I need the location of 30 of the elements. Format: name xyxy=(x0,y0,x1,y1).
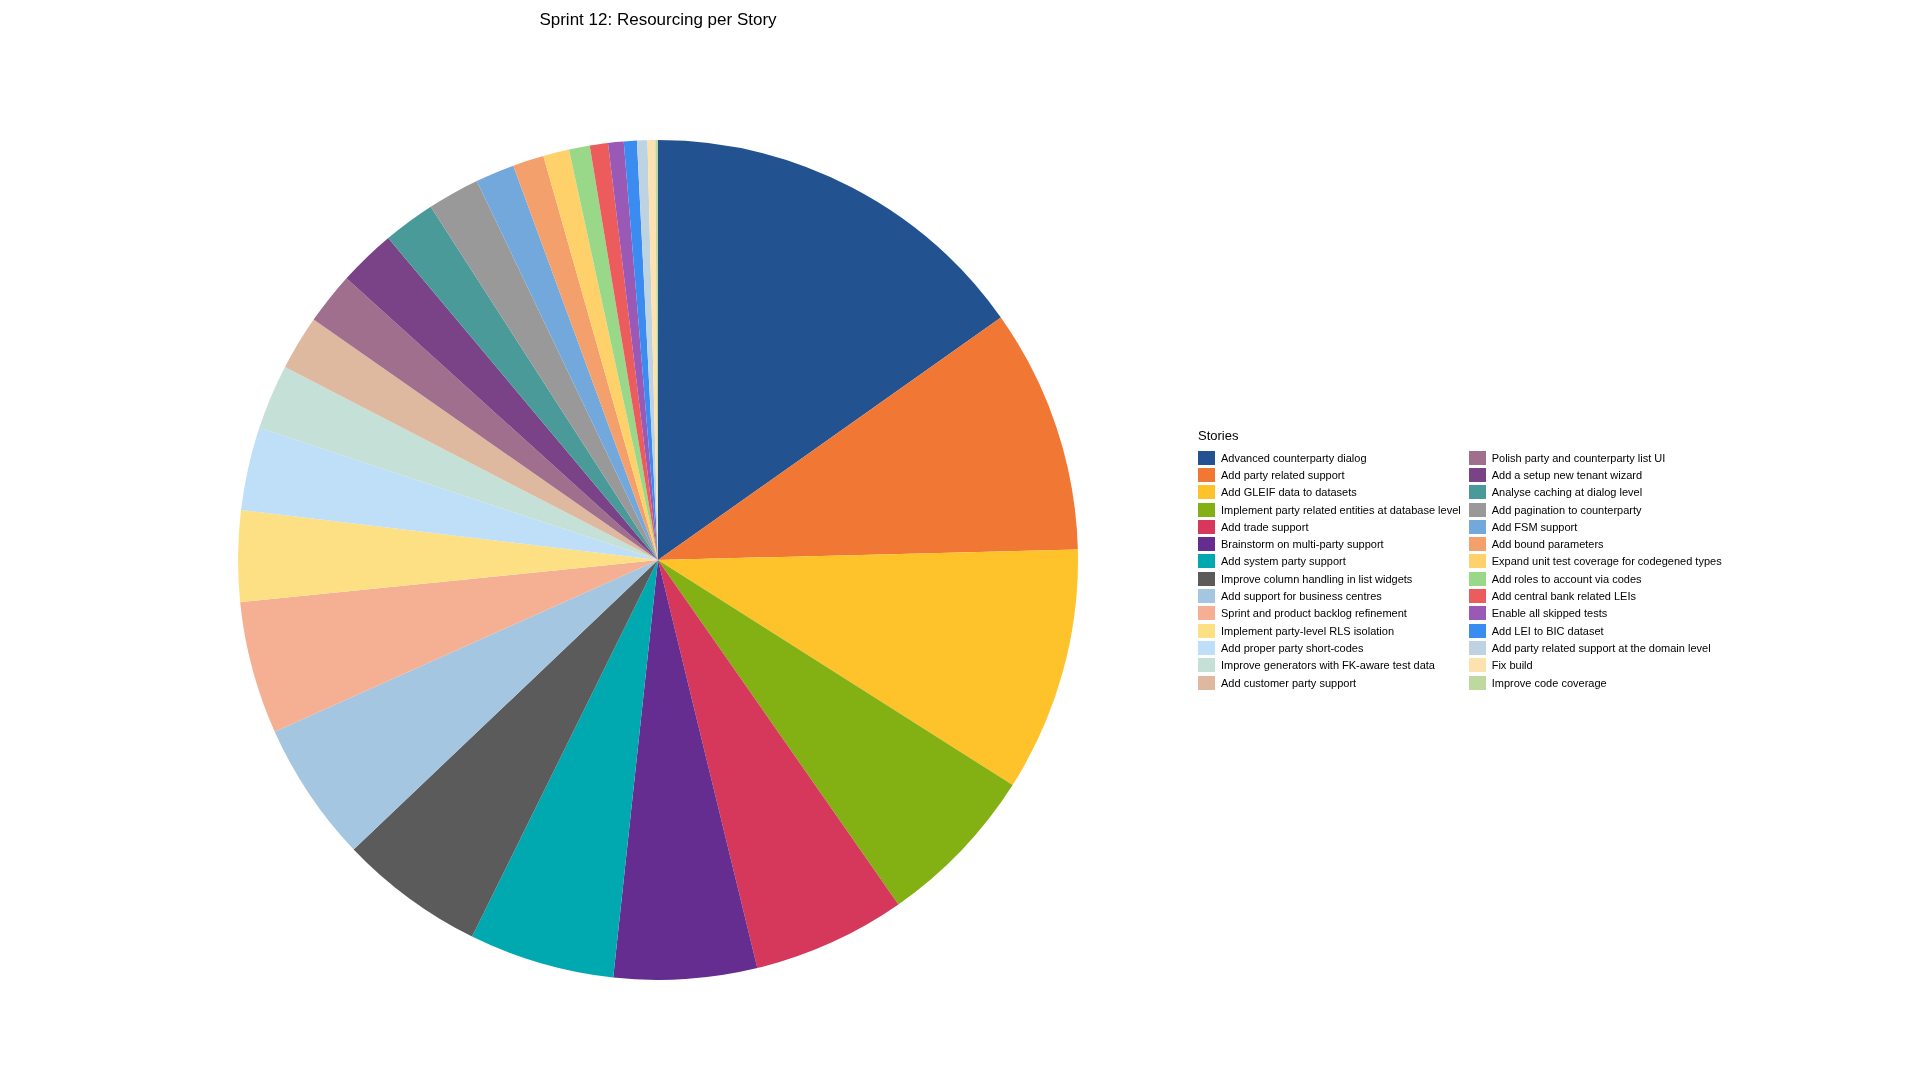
legend-label: Improve generators with FK-aware test data xyxy=(1221,659,1435,672)
chart-title: Sprint 12: Resourcing per Story xyxy=(538,10,778,30)
legend-label: Add proper party short-codes xyxy=(1221,641,1364,654)
legend-label: Analyse caching at dialog level xyxy=(1491,486,1643,499)
legend-label: Add customer party support xyxy=(1221,676,1357,689)
legend-label: Polish party and counterparty list UI xyxy=(1491,451,1666,464)
legend-label: Implement party-level RLS isolation xyxy=(1221,624,1395,637)
legend-label: Sprint and product backlog refinement xyxy=(1221,607,1407,620)
legend-label: Add central bank related LEIs xyxy=(1491,590,1637,603)
legend-label: Add pagination to counterparty xyxy=(1491,503,1642,516)
legend-label: Add GLEIF data to datasets xyxy=(1221,486,1357,499)
legend-label: Advanced counterparty dialog xyxy=(1221,451,1367,464)
legend-label: Expand unit test coverage for codegened types xyxy=(1491,555,1722,568)
legend-label: Add roles to account via codes xyxy=(1491,572,1642,585)
legend-label: Add LEI to BIC dataset xyxy=(1491,624,1604,637)
legend-title: Stories xyxy=(1198,428,1240,443)
legend-label: Add party related support at the domain level xyxy=(1491,641,1711,654)
legend-label: Add trade support xyxy=(1221,520,1309,533)
legend-label: Add support for business centres xyxy=(1221,590,1382,603)
legend-label: Add system party support xyxy=(1221,555,1346,568)
legend-label: Add FSM support xyxy=(1491,520,1578,533)
legend-label: Improve code coverage xyxy=(1491,676,1607,689)
legend-label: Add bound parameters xyxy=(1491,538,1604,551)
legend-label: Enable all skipped tests xyxy=(1491,607,1608,620)
legend-label: Add a setup new tenant wizard xyxy=(1491,468,1643,481)
legend-label: Implement party related entities at database level xyxy=(1221,503,1461,516)
legend-label: Improve column handling in list widgets xyxy=(1221,572,1413,585)
legend-label: Brainstorm on multi-party support xyxy=(1221,538,1384,551)
legend-label: Add party related support xyxy=(1221,468,1345,481)
legend-label: Fix build xyxy=(1491,659,1533,672)
